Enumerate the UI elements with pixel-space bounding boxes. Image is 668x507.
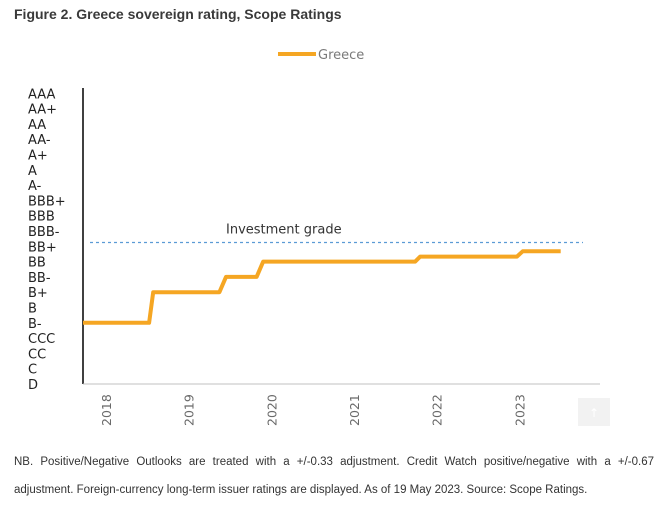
footnote-line-2: adjustment. Foreign-currency long-term i… [14, 484, 588, 496]
y-tick-label: C [28, 363, 37, 378]
y-tick-label: B+ [28, 286, 48, 301]
y-tick-label: BB- [28, 271, 51, 286]
series-line-greece [83, 249, 561, 325]
x-tick-label: 2018 [99, 394, 114, 426]
footnote-line-1: NB. Positive/Negative Outlooks are treat… [14, 456, 654, 468]
y-tick-label: A+ [28, 149, 48, 164]
y-tick-label: AA- [28, 133, 51, 148]
series-lines [83, 249, 561, 325]
y-tick-label: D [28, 378, 38, 393]
investment-grade-label: Investment grade [226, 222, 342, 237]
rating-chart: Greece DCCCCCCB-BB+BB-BBBB+BBB-BBBBBB+A-… [28, 48, 610, 426]
y-tick-label: BBB- [28, 225, 60, 240]
legend-label-greece: Greece [318, 48, 364, 63]
y-tick-label: BB+ [28, 240, 57, 255]
scroll-indicator[interactable] [578, 398, 610, 426]
x-tick-label: 2023 [512, 394, 527, 426]
x-tick-label: 2019 [182, 394, 197, 426]
x-tick-labels: 2018 2019 2020 2021 2022 2023 [99, 394, 527, 426]
legend: Greece [278, 48, 364, 63]
y-tick-label: B [28, 302, 37, 317]
y-tick-label: CCC [28, 332, 55, 347]
reference-lines: Investment grade [90, 222, 583, 244]
y-tick-label: BBB+ [28, 194, 66, 209]
x-tick-label: 2021 [347, 394, 362, 426]
x-tick-label: 2020 [264, 394, 279, 426]
y-tick-label: CC [28, 347, 46, 362]
y-tick-labels: DCCCCCCB-BB+BB-BBBB+BBB-BBBBBB+A-AA+AA-A… [28, 87, 66, 393]
y-tick-label: BBB [28, 210, 55, 225]
y-tick-label: A [28, 164, 37, 179]
scroll-up-icon: ↑ [589, 406, 599, 420]
y-tick-label: AAA [28, 87, 56, 102]
y-tick-label: AA+ [28, 103, 57, 118]
figure-title: Figure 2. Greece sovereign rating, Scope… [14, 6, 342, 22]
y-tick-label: A- [28, 179, 42, 194]
y-tick-label: B- [28, 317, 42, 332]
y-tick-label: AA [28, 118, 46, 133]
y-tick-label: BB [28, 256, 46, 271]
x-tick-label: 2022 [430, 394, 445, 426]
